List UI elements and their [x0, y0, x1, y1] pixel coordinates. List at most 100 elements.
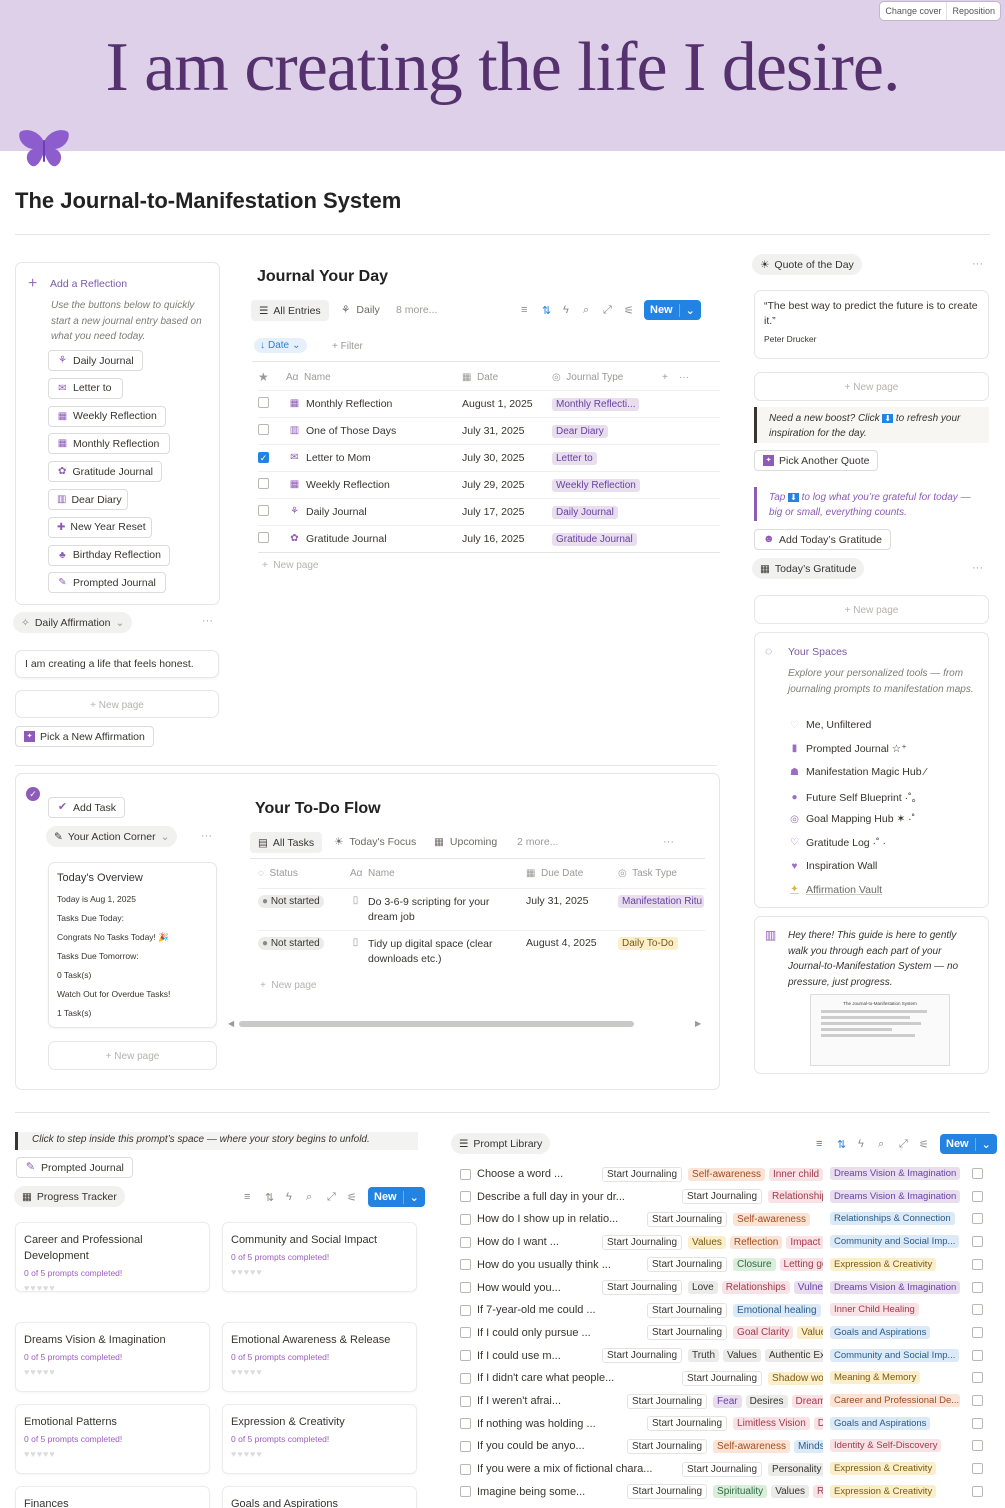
table-row[interactable]: ● Not started ▯ Do 3-6-9 scripting for you… — [258, 888, 705, 930]
prompt-row[interactable]: If nothing was holding ... Start Journali… — [460, 1413, 990, 1435]
done-checkbox[interactable] — [972, 1417, 983, 1429]
search-icon[interactable]: ⌕ — [306, 1191, 313, 1203]
col-type[interactable]: ◎ Journal Type — [552, 371, 624, 383]
progress-card[interactable]: Dreams Vision & Imagination 0 of 5 prompt… — [15, 1322, 210, 1392]
space-link[interactable]: ♡ Gratitude Log ·˚ · — [789, 837, 886, 849]
prompt-row[interactable]: How would you... Start Journaling Love Rela… — [460, 1277, 990, 1299]
prompt-row[interactable]: Describe a full day in your dr... Start J… — [460, 1186, 990, 1208]
expand-icon[interactable]: ⤢ — [327, 1191, 336, 1203]
tab-daily-affirmation[interactable]: ✧ Daily Affirmation ⌄ — [13, 612, 133, 633]
more-views[interactable]: 2 more... — [517, 836, 559, 848]
reflection-button[interactable]: ✉ Letter to — [48, 377, 123, 399]
row-checkbox[interactable] — [258, 532, 269, 543]
row-checkbox[interactable] — [460, 1236, 471, 1248]
search-icon[interactable]: ⌕ — [878, 1138, 885, 1150]
progress-card[interactable]: Finances — [15, 1486, 210, 1508]
row-checkbox[interactable] — [460, 1372, 471, 1384]
row-checkbox[interactable] — [460, 1463, 471, 1475]
pick-affirmation-button[interactable]: ✦ Pick a New Affirmation — [15, 726, 154, 747]
reflection-button[interactable]: ✚ New Year Reset — [48, 516, 152, 538]
tab-todays-gratitude[interactable]: ▦ Today’s Gratitude — [752, 558, 865, 579]
settings-icon[interactable]: ⚟ — [624, 305, 634, 317]
done-checkbox[interactable] — [972, 1463, 983, 1475]
settings-icon[interactable]: ⚟ — [919, 1139, 929, 1151]
col-name[interactable]: Aα Name — [286, 371, 331, 383]
view-daily[interactable]: ⚘ Daily — [341, 304, 380, 316]
horizontal-scrollbar[interactable] — [239, 1021, 634, 1027]
row-checkbox[interactable] — [258, 424, 269, 435]
space-link[interactable]: ☗ Manifestation Magic Hub ⁄ — [789, 766, 926, 778]
row-checkbox[interactable] — [460, 1418, 471, 1430]
row-checkbox[interactable] — [460, 1327, 471, 1339]
table-row[interactable]: ✿ Gratitude Journal July 16, 2025 Gratitude… — [258, 525, 720, 552]
view-all-entries[interactable]: ☰ All Entries — [251, 300, 329, 321]
automation-icon[interactable]: ϟ — [563, 304, 569, 316]
col-type[interactable]: ◎ Task Type — [618, 868, 677, 879]
done-checkbox[interactable] — [972, 1304, 983, 1316]
reflection-button[interactable]: ▥ Dear Diary — [48, 489, 128, 510]
filter-icon[interactable]: ≡ — [816, 1138, 823, 1150]
view-upcoming[interactable]: ▦ Upcoming — [434, 836, 497, 848]
table-row[interactable]: ✓ ✉ Letter to Mom July 30, 2025 Letter to — [258, 444, 720, 471]
tab-prompt-library[interactable]: ☰ Prompt Library — [451, 1133, 551, 1154]
affirmation-card[interactable]: I am creating a life that feels honest. — [15, 650, 219, 678]
plus-icon[interactable]: + — [28, 275, 38, 292]
done-checkbox[interactable] — [972, 1213, 983, 1225]
progress-card[interactable]: Emotional Awareness & Release 0 of 5 prom… — [222, 1322, 417, 1392]
row-name[interactable]: ✿ Gratitude Journal — [289, 533, 462, 545]
done-checkbox[interactable] — [972, 1236, 983, 1248]
new-page-button[interactable]: + New page — [260, 980, 317, 991]
row-checkbox[interactable] — [258, 397, 269, 408]
prompt-row[interactable]: How do I show up in relatio... Start Jour… — [460, 1208, 990, 1230]
scroll-left-icon[interactable]: ◀ — [228, 1019, 235, 1028]
done-checkbox[interactable] — [972, 1258, 983, 1270]
done-checkbox[interactable] — [972, 1485, 983, 1497]
prompt-row[interactable]: Imagine being some... Start Journaling Spi… — [460, 1481, 990, 1503]
done-checkbox[interactable] — [972, 1190, 983, 1202]
more-icon[interactable]: ··· — [663, 836, 674, 848]
prompt-row[interactable]: How do I want ... Start Journaling Values R… — [460, 1231, 990, 1253]
row-checkbox[interactable] — [460, 1395, 471, 1407]
progress-card[interactable]: Emotional Patterns 0 of 5 prompts complet… — [15, 1404, 210, 1474]
row-checkbox[interactable] — [460, 1168, 471, 1180]
more-icon[interactable]: ··· — [201, 830, 212, 842]
expand-icon[interactable]: ⤢ — [899, 1138, 908, 1150]
reflection-button[interactable]: ⚘ Daily Journal — [48, 350, 143, 371]
done-checkbox[interactable] — [972, 1349, 983, 1361]
reflection-button[interactable]: ▦ Weekly Reflection — [48, 405, 166, 427]
prompt-row[interactable]: If I could only pursue ... Start Journali… — [460, 1322, 990, 1344]
more-icon[interactable]: ··· — [972, 258, 983, 270]
reposition-button[interactable]: Reposition — [946, 2, 1000, 20]
done-checkbox[interactable] — [972, 1395, 983, 1406]
more-views[interactable]: 8 more... — [396, 304, 438, 316]
view-todays-focus[interactable]: ☀ Today's Focus — [334, 836, 416, 848]
new-prompt-button[interactable]: New ⌄ — [940, 1134, 997, 1154]
done-checkbox[interactable] — [972, 1372, 983, 1384]
filter-icon[interactable]: ≡ — [244, 1191, 251, 1203]
guide-thumbnail[interactable]: The Journal-to-Manifestation System — [810, 994, 950, 1066]
progress-card[interactable]: Community and Social Impact 0 of 5 prompt… — [222, 1222, 417, 1292]
search-icon[interactable]: ⌕ — [583, 304, 590, 316]
new-page-button[interactable]: + New page — [48, 1041, 217, 1070]
start-journaling-button[interactable]: Start Journaling — [647, 1302, 728, 1318]
row-name[interactable]: ▥ One of Those Days — [289, 425, 462, 437]
reflection-button[interactable]: ♣ Birthday Reflection — [48, 544, 170, 566]
add-gratitude-button[interactable]: ☻ Add Today’s Gratitude — [754, 529, 891, 550]
row-name[interactable]: ▯ Do 3-6-9 scripting for your dream job — [350, 895, 526, 925]
prompt-row[interactable]: Choose a word ... Start Journaling Self-aw… — [460, 1163, 990, 1185]
prompted-journal-button[interactable]: ✎ Prompted Journal — [16, 1157, 133, 1178]
space-link[interactable]: ▮ Prompted Journal ☆⁺ — [789, 743, 907, 755]
tab-action-corner[interactable]: ✎ Your Action Corner ⌄ — [46, 826, 178, 847]
space-link[interactable]: ● Future Self Blueprint ·˚｡ — [789, 790, 916, 805]
start-journaling-button[interactable]: Start Journaling — [647, 1416, 728, 1432]
view-all-tasks[interactable]: ▤ All Tasks — [250, 832, 323, 853]
start-journaling-button[interactable]: Start Journaling — [682, 1461, 763, 1477]
row-checkbox[interactable] — [460, 1191, 471, 1203]
row-checkbox[interactable] — [258, 505, 269, 516]
row-checkbox[interactable] — [460, 1259, 471, 1271]
new-entry-button[interactable]: New ⌄ — [644, 300, 701, 320]
reflection-button[interactable]: ▦ Monthly Reflection — [48, 433, 170, 455]
sort-icon[interactable]: ⇅ — [837, 1139, 847, 1151]
prompt-row[interactable]: If I didn't care what people... Start Jou… — [460, 1367, 990, 1389]
filter-icon[interactable]: ≡ — [521, 304, 528, 316]
